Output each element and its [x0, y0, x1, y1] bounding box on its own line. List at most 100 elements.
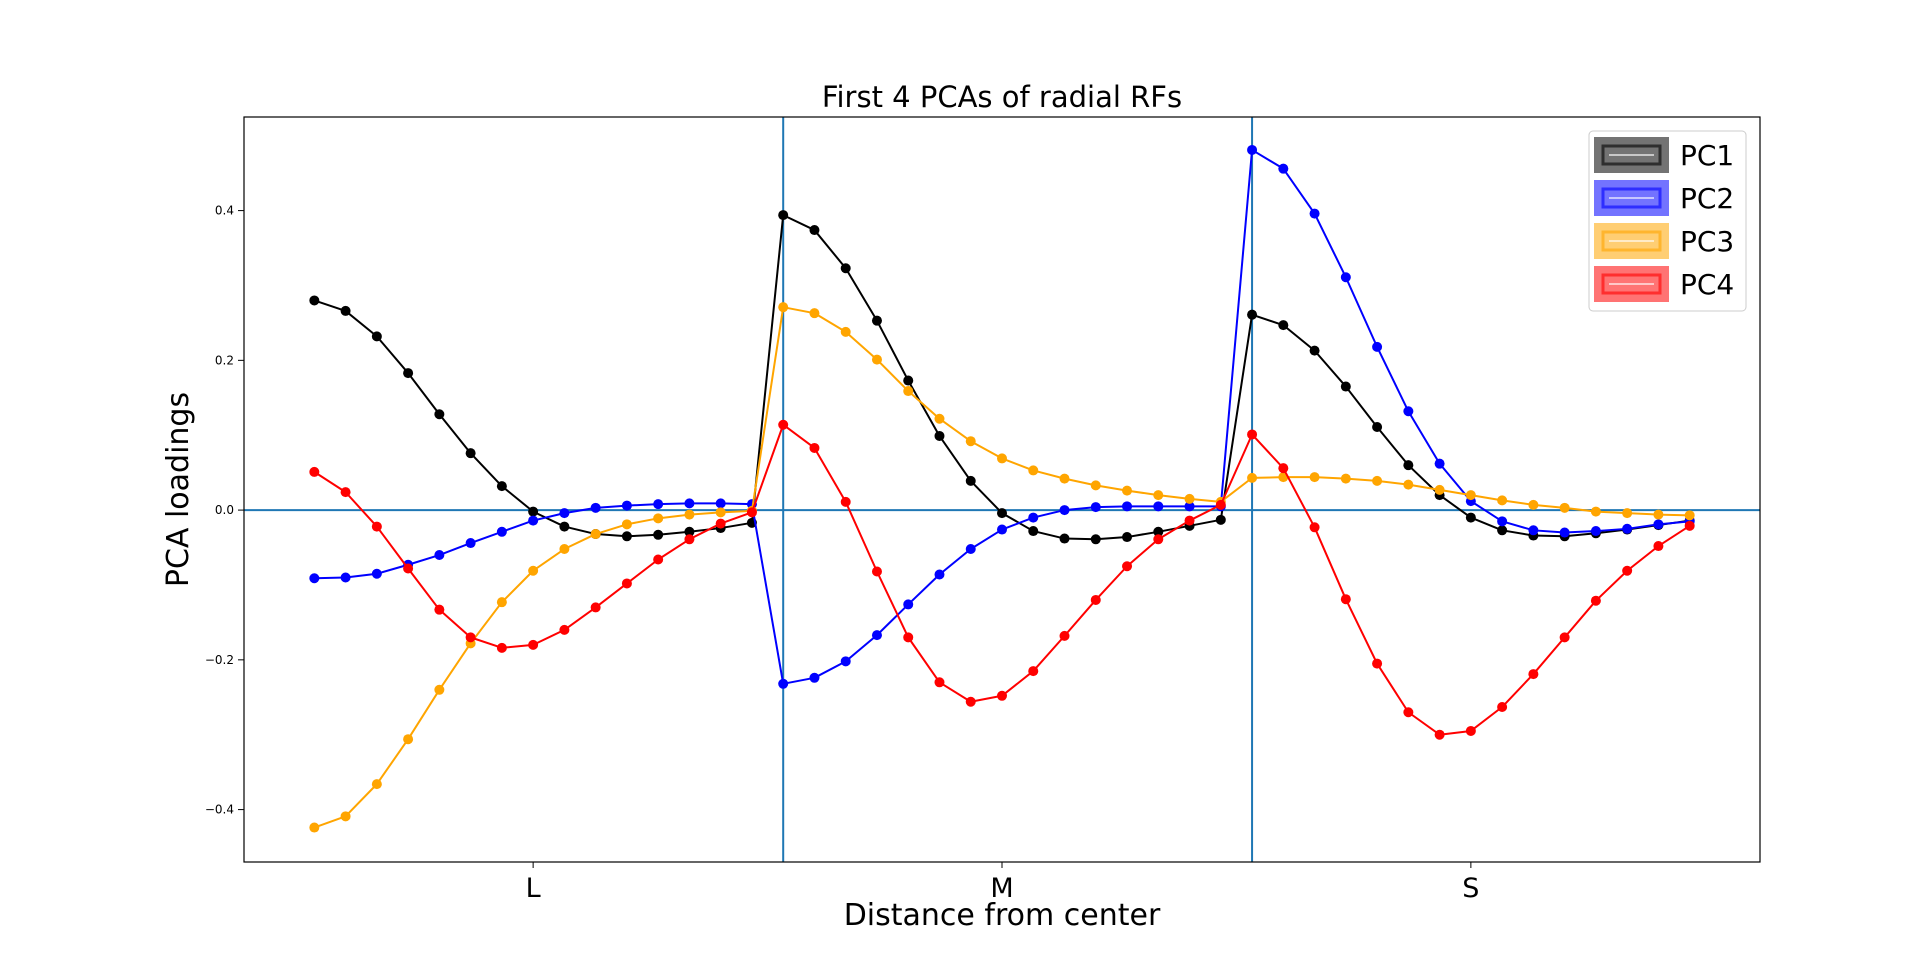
legend-swatch-inner-pc4	[1601, 273, 1662, 295]
data-point-pc4	[840, 496, 851, 507]
data-point-pc1	[1059, 533, 1070, 544]
legend-swatch-inner-pc2	[1601, 187, 1662, 209]
data-point-pc3	[997, 453, 1007, 464]
data-point-pc3	[684, 509, 695, 520]
data-point-pc4	[1153, 534, 1164, 545]
data-point-pc2	[590, 502, 601, 513]
legend-item-pc4: PC4	[1594, 266, 1734, 302]
data-point-pc1	[934, 430, 945, 441]
data-point-pc1	[1247, 309, 1258, 320]
y-tick-label: −0.2	[205, 653, 234, 667]
data-point-pc4	[1309, 522, 1320, 533]
data-point-pc3	[1340, 473, 1351, 484]
data-point-pc4	[684, 534, 695, 545]
data-point-pc4	[778, 419, 789, 430]
data-point-pc2	[434, 550, 445, 561]
data-point-pc2	[903, 599, 914, 610]
data-point-pc2	[1340, 272, 1351, 283]
data-point-pc2	[1497, 516, 1508, 527]
plot-area-background	[244, 117, 1760, 862]
data-point-pc4	[1122, 561, 1133, 572]
data-point-pc3	[1247, 472, 1258, 483]
data-point-pc4	[1372, 658, 1383, 669]
data-point-pc4	[1622, 565, 1633, 576]
data-point-pc4	[1215, 499, 1226, 510]
legend: PC1 PC2 PC3 PC4	[1588, 130, 1747, 312]
legend-swatch-inner-pc3	[1601, 230, 1662, 252]
data-point-pc4	[1559, 632, 1570, 643]
legend-swatch-inner-pc1	[1601, 144, 1662, 166]
data-point-pc4	[371, 521, 382, 532]
data-point-pc2	[340, 572, 351, 583]
data-point-pc1	[1309, 345, 1320, 356]
data-point-pc2	[1059, 505, 1070, 516]
data-point-pc3	[653, 513, 664, 524]
legend-label-pc4: PC4	[1680, 268, 1734, 301]
y-tick-label: 0.0	[215, 503, 234, 517]
data-point-pc3	[1465, 490, 1476, 501]
data-point-pc2	[809, 672, 820, 683]
data-point-pc3	[1059, 473, 1070, 484]
data-point-pc4	[1184, 515, 1195, 526]
data-point-pc1	[965, 475, 976, 486]
data-point-pc1	[403, 368, 414, 379]
data-point-pc4	[309, 466, 320, 477]
data-point-pc1	[809, 225, 820, 236]
series-pc2	[309, 144, 1695, 689]
data-point-pc2	[997, 524, 1007, 535]
data-point-pc2	[309, 573, 320, 584]
data-point-pc3	[840, 326, 851, 337]
data-point-pc2	[496, 526, 507, 537]
data-point-pc3	[715, 507, 726, 518]
data-point-pc3	[340, 811, 351, 822]
data-point-pc4	[653, 554, 664, 565]
data-point-pc4	[809, 442, 820, 453]
data-point-pc4	[1403, 707, 1414, 718]
y-tick-label: 0.4	[215, 204, 234, 218]
data-point-pc2	[528, 515, 539, 526]
data-point-pc4	[1434, 729, 1445, 740]
data-point-pc3	[934, 413, 945, 424]
data-point-pc3	[1403, 479, 1414, 490]
data-point-pc2	[684, 498, 695, 509]
data-point-pc4	[1465, 725, 1476, 736]
data-point-pc4	[1247, 429, 1258, 440]
y-axis-ticks: −0.4 −0.2 0.0 0.2 0.4	[205, 204, 244, 817]
data-point-pc1	[1122, 532, 1133, 543]
data-point-pc4	[1590, 595, 1601, 606]
data-point-pc1	[1278, 320, 1289, 331]
data-point-pc4	[1497, 702, 1508, 713]
y-axis-title: PCA loadings	[161, 392, 196, 587]
data-point-pc4	[1684, 520, 1695, 531]
data-point-pc1	[559, 521, 570, 532]
data-point-pc3	[1153, 490, 1164, 501]
data-point-pc4	[465, 632, 476, 643]
data-point-pc1	[465, 448, 476, 459]
data-point-pc2	[778, 678, 789, 689]
data-point-pc2	[559, 508, 570, 519]
data-point-pc1	[340, 305, 351, 316]
data-point-pc4	[528, 639, 539, 650]
data-point-pc2	[715, 498, 726, 509]
data-point-pc3	[1184, 493, 1195, 504]
data-point-pc3	[965, 436, 976, 447]
legend-item-pc2: PC2	[1594, 180, 1734, 216]
data-point-pc2	[1434, 458, 1445, 469]
data-point-pc4	[403, 563, 414, 574]
data-point-pc3	[528, 565, 539, 576]
data-point-pc1	[653, 529, 664, 540]
data-point-pc3	[309, 822, 320, 833]
data-point-pc3	[496, 597, 507, 608]
data-point-pc2	[465, 538, 476, 549]
chart-title: First 4 PCAs of radial RFs	[822, 80, 1182, 114]
data-point-pc4	[434, 604, 445, 615]
data-point-pc3	[559, 544, 570, 555]
data-point-pc2	[965, 544, 976, 555]
data-point-pc4	[1028, 666, 1039, 677]
series-layer	[309, 144, 1695, 833]
data-point-pc3	[1372, 475, 1383, 486]
data-point-pc2	[1090, 502, 1101, 513]
data-point-pc3	[1684, 510, 1695, 521]
data-point-pc4	[590, 602, 601, 613]
